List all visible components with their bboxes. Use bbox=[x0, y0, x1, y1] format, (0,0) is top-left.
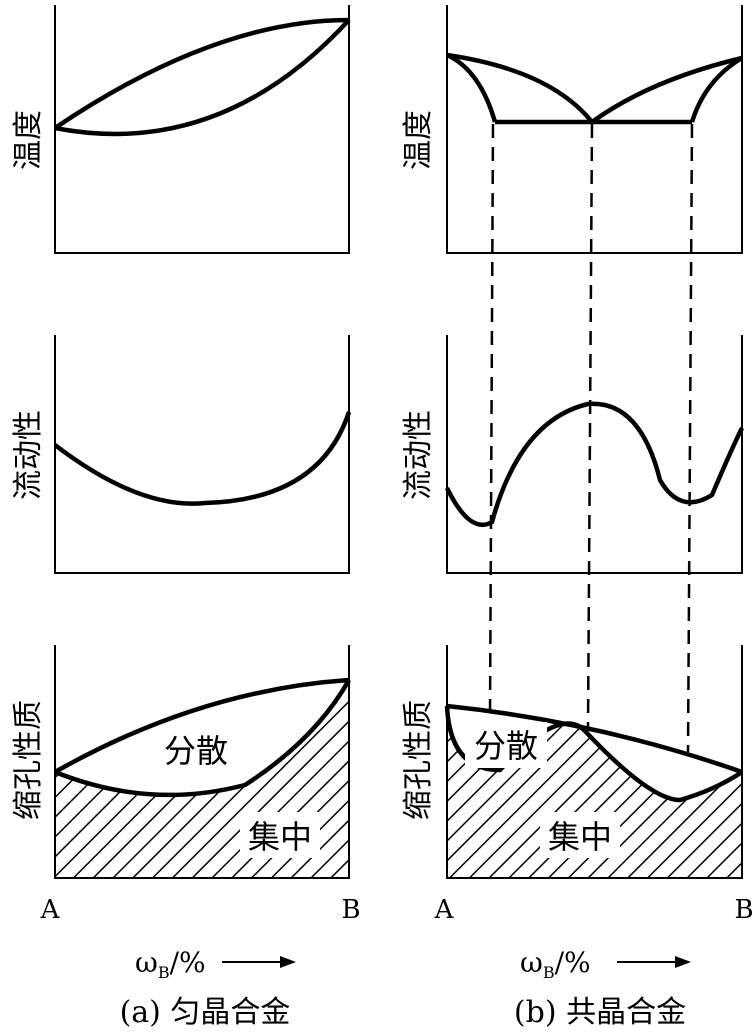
right-concentrated-label: 集中 bbox=[548, 818, 612, 856]
right-fluidity-curve bbox=[444, 401, 745, 528]
left-axis-unit: /% bbox=[170, 946, 206, 979]
right-dispersed-label: 分散 bbox=[474, 727, 538, 765]
projection-lines bbox=[488, 123, 694, 753]
left-dispersed-label: 分散 bbox=[164, 732, 228, 770]
left-axis-symbol: ω bbox=[135, 946, 158, 979]
right-axis-subscript: B bbox=[543, 963, 555, 982]
right-upper-line bbox=[446, 703, 743, 775]
left-ylabel-temp: 温度 bbox=[11, 110, 46, 170]
left-axis-arrow-head bbox=[280, 956, 296, 968]
left-temp-frame bbox=[54, 5, 350, 254]
right-concentrated-label-bg bbox=[540, 812, 620, 858]
svg-text:ωB/%: ωB/% bbox=[135, 946, 206, 982]
right-x-start-label: A bbox=[434, 895, 455, 925]
left-concentrated-label-bg bbox=[240, 812, 320, 858]
left-ylabel-fluidity: 流动性 bbox=[11, 410, 46, 500]
right-solidus-left bbox=[446, 52, 498, 123]
left-axis-label: ωB/% bbox=[135, 946, 296, 982]
left-temperature-panel bbox=[53, 5, 351, 254]
right-axis-arrow-head bbox=[675, 956, 691, 968]
left-x-end-label: B bbox=[341, 895, 360, 925]
left-liquidus-curve bbox=[53, 17, 350, 130]
left-ylabel-shrink: 缩孔性质 bbox=[11, 700, 46, 820]
left-x-start-label: A bbox=[40, 895, 61, 925]
right-ylabel-temp: 温度 bbox=[401, 110, 436, 170]
left-caption: (a) 匀晶合金 bbox=[120, 995, 291, 1030]
right-caption: (b) 共晶合金 bbox=[514, 995, 686, 1030]
right-temperature-panel bbox=[446, 5, 744, 254]
left-upper-curve bbox=[53, 677, 350, 774]
right-dispersed-label-bg bbox=[465, 722, 547, 768]
left-concentrated-label: 集中 bbox=[248, 818, 312, 856]
left-fluidity-panel bbox=[53, 335, 352, 574]
right-fluidity-frame bbox=[446, 335, 743, 574]
left-fluidity-frame bbox=[54, 335, 350, 574]
projection-line-eutectic bbox=[586, 123, 594, 731]
left-fluidity-curve bbox=[53, 411, 352, 506]
left-axis-subscript: B bbox=[158, 963, 170, 982]
right-ylabel-shrink: 缩孔性质 bbox=[401, 700, 436, 820]
left-solidus-curve bbox=[54, 18, 351, 137]
right-liquidus-left bbox=[446, 52, 594, 124]
right-x-end-label: B bbox=[734, 895, 753, 925]
left-lower-curve bbox=[54, 678, 351, 798]
right-axis-label: ωB/% bbox=[520, 946, 691, 982]
svg-text:ωB/%: ωB/% bbox=[520, 946, 591, 982]
left-shrink-frame bbox=[54, 645, 350, 879]
projection-line-left bbox=[488, 123, 495, 716]
projection-line-right bbox=[686, 123, 694, 753]
right-temp-frame bbox=[446, 5, 743, 254]
right-solidus-right bbox=[689, 56, 744, 123]
right-axis-symbol: ω bbox=[520, 946, 543, 979]
right-axis-unit: /% bbox=[555, 946, 591, 979]
right-liquidus-right bbox=[590, 55, 743, 124]
right-ylabel-fluidity: 流动性 bbox=[401, 410, 436, 500]
right-shrink-frame bbox=[446, 645, 743, 879]
